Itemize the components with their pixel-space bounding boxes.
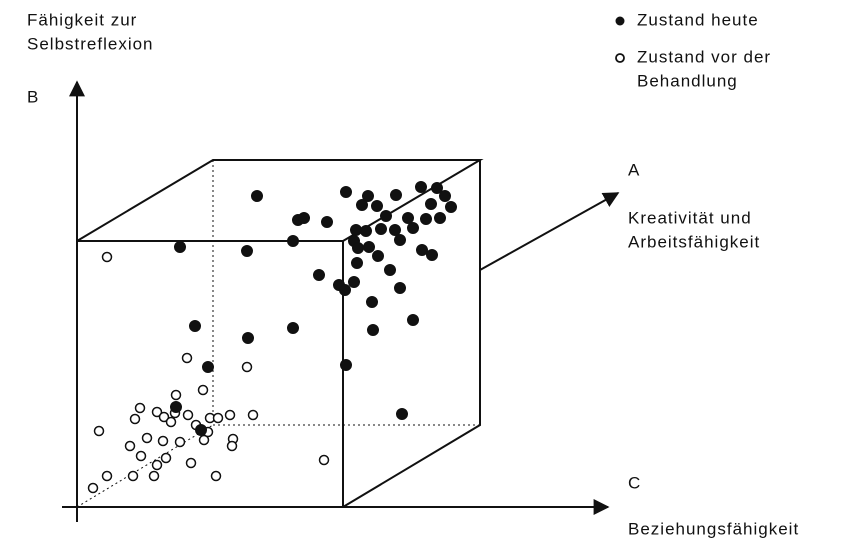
point-today <box>445 201 457 213</box>
point-before <box>226 440 238 452</box>
point-today <box>372 250 384 262</box>
point-before <box>135 450 147 462</box>
point-before <box>198 434 210 446</box>
point-today <box>434 212 446 224</box>
point-today <box>425 198 437 210</box>
point-today <box>396 408 408 420</box>
point-before <box>134 402 146 414</box>
point-today <box>313 269 325 281</box>
point-before <box>210 470 222 482</box>
point-today <box>380 210 392 222</box>
point-today <box>340 186 352 198</box>
axis-c-letter: C <box>628 473 641 492</box>
point-today <box>407 222 419 234</box>
axis-b-title: Fähigkeit zur <box>27 10 137 29</box>
point-today <box>390 189 402 201</box>
point-before <box>87 482 99 494</box>
legend-label: Zustand heute <box>637 10 759 29</box>
points <box>87 181 457 494</box>
point-before <box>247 409 259 421</box>
point-today <box>348 276 360 288</box>
point-today <box>174 241 186 253</box>
point-today <box>431 182 443 194</box>
point-before <box>160 452 172 464</box>
point-today <box>394 282 406 294</box>
axis-b-letter: B <box>27 87 39 106</box>
point-before <box>101 470 113 482</box>
point-before <box>124 440 136 452</box>
point-today <box>416 244 428 256</box>
point-today <box>426 249 438 261</box>
point-today <box>298 212 310 224</box>
point-before <box>101 251 113 263</box>
axis-a-title: Kreativität und <box>628 208 752 227</box>
point-today <box>375 223 387 235</box>
point-before <box>224 409 236 421</box>
point-today <box>363 241 375 253</box>
point-today <box>189 320 201 332</box>
point-today <box>287 235 299 247</box>
legend-label: Behandlung <box>637 71 738 90</box>
point-before <box>129 413 141 425</box>
point-before <box>165 416 177 428</box>
point-before <box>157 435 169 447</box>
point-today <box>420 213 432 225</box>
legend-marker-hollow <box>615 53 625 63</box>
point-today <box>195 424 207 436</box>
point-before <box>151 459 163 471</box>
point-today <box>352 242 364 254</box>
point-today <box>170 401 182 413</box>
axis-c-title: Beziehungsfähigkeit <box>628 519 799 538</box>
point-today <box>389 224 401 236</box>
point-today <box>415 181 427 193</box>
point-before <box>151 406 163 418</box>
point-today <box>350 224 362 236</box>
axes <box>62 80 620 522</box>
point-today <box>251 190 263 202</box>
cube-hidden-edges <box>76 160 480 508</box>
point-today <box>384 264 396 276</box>
point-before <box>93 425 105 437</box>
point-before <box>185 457 197 469</box>
point-today <box>321 216 333 228</box>
point-today <box>362 190 374 202</box>
axis-b-title: Selbstreflexion <box>27 34 154 53</box>
point-before <box>182 409 194 421</box>
point-today <box>242 332 254 344</box>
point-today <box>356 199 368 211</box>
axis-a-title: Arbeitsfähigkeit <box>628 232 760 251</box>
point-today <box>407 314 419 326</box>
point-before <box>174 436 186 448</box>
point-today <box>339 284 351 296</box>
cube <box>76 159 484 508</box>
point-before <box>197 384 209 396</box>
point-today <box>241 245 253 257</box>
point-today <box>394 234 406 246</box>
point-today <box>360 225 372 237</box>
point-today <box>340 359 352 371</box>
point-before <box>170 389 182 401</box>
point-before <box>318 454 330 466</box>
point-today <box>371 200 383 212</box>
point-before <box>241 361 253 373</box>
axis-a <box>479 192 620 271</box>
point-before <box>148 470 160 482</box>
point-before <box>158 411 170 423</box>
legend-label: Zustand vor der <box>637 47 771 66</box>
point-today <box>367 324 379 336</box>
point-today <box>202 361 214 373</box>
legend: Zustand heute Zustand vor der Behandlung <box>615 10 771 90</box>
point-today <box>287 322 299 334</box>
point-today <box>351 257 363 269</box>
point-before <box>127 470 139 482</box>
point-before <box>141 432 153 444</box>
axis-a-letter: A <box>628 160 640 179</box>
point-before <box>181 352 193 364</box>
point-today <box>402 212 414 224</box>
point-today <box>439 190 451 202</box>
legend-marker-filled <box>615 16 625 26</box>
point-today <box>366 296 378 308</box>
point-before <box>212 412 224 424</box>
